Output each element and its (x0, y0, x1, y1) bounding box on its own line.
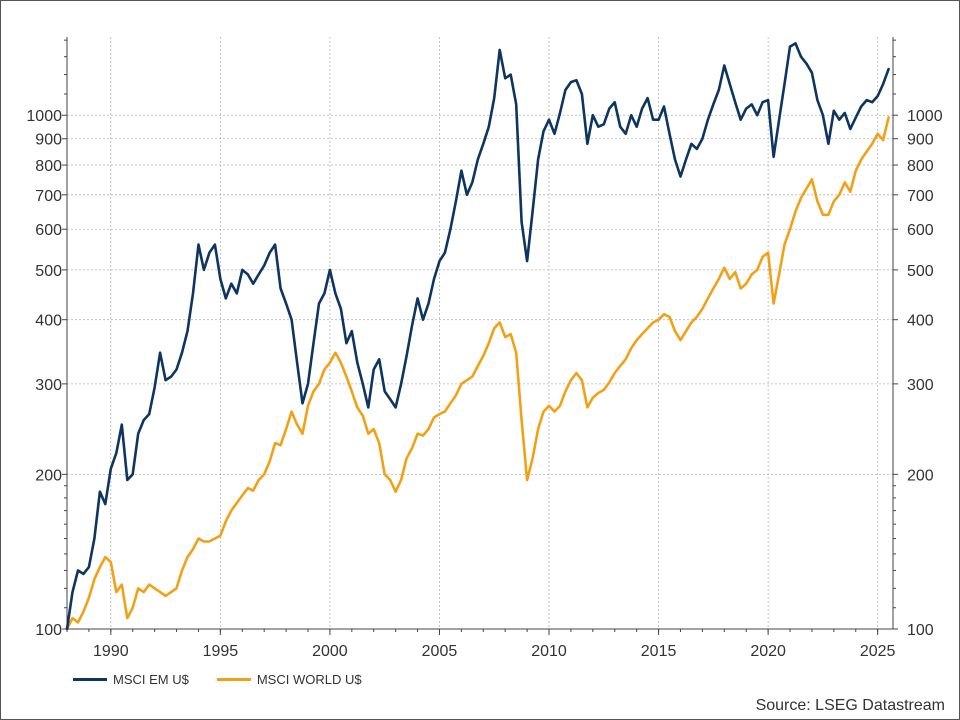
legend-swatch-world (216, 678, 251, 681)
y-tick-label-left: 600 (35, 222, 62, 239)
x-tick-label: 2015 (641, 643, 677, 660)
legend-label-world: MSCI WORLD U$ (256, 672, 362, 687)
y-tick-label-right: 700 (907, 188, 934, 205)
tick-labels: 100 100 200 200 300 300 400 400 500 500 600 600 700 7… (26, 108, 942, 660)
y-tick-label-right: 1000 (907, 108, 943, 125)
y-tick-label-left: 200 (35, 467, 62, 484)
y-tick-label-left: 500 (35, 263, 62, 280)
y-tick-label-left: 1000 (26, 108, 62, 125)
y-tick-label-right: 900 (907, 132, 934, 149)
y-tick-label-right: 200 (907, 467, 934, 484)
legend-item-world: MSCI WORLD U$ (216, 672, 362, 687)
x-tick-label: 2005 (422, 643, 458, 660)
axes (62, 37, 898, 635)
y-tick-label-left: 400 (35, 313, 62, 330)
y-tick-label-right: 300 (907, 377, 934, 394)
source-note: Source: LSEG Datastream (755, 697, 945, 714)
x-tick-label: 1995 (203, 643, 239, 660)
x-tick-label: 1990 (93, 643, 129, 660)
x-tick-label: 2020 (750, 643, 786, 660)
y-tick-label-right: 100 (907, 622, 934, 639)
legend-item-em: MSCI EM U$ (73, 672, 189, 687)
legend: MSCI EM U$ MSCI WORLD U$ (73, 672, 362, 687)
y-tick-label-left: 300 (35, 377, 62, 394)
x-tick-label: 2025 (860, 643, 896, 660)
x-tick-label: 2010 (531, 643, 567, 660)
legend-swatch-em (73, 678, 107, 681)
series-line-em (65, 42, 890, 631)
grid-lines (67, 37, 893, 630)
y-tick-label-right: 500 (907, 263, 934, 280)
y-tick-label-right: 600 (907, 222, 934, 239)
legend-label-em: MSCI EM U$ (113, 672, 189, 687)
y-tick-label-left: 900 (35, 132, 62, 149)
y-tick-label-left: 700 (35, 188, 62, 205)
x-tick-label: 2000 (312, 643, 348, 660)
y-tick-label-right: 800 (907, 158, 934, 175)
y-tick-label-right: 400 (907, 313, 934, 330)
y-tick-label-left: 800 (35, 158, 62, 175)
series-lines (65, 42, 890, 631)
series-line-world (65, 116, 890, 631)
y-tick-label-left: 100 (35, 622, 62, 639)
